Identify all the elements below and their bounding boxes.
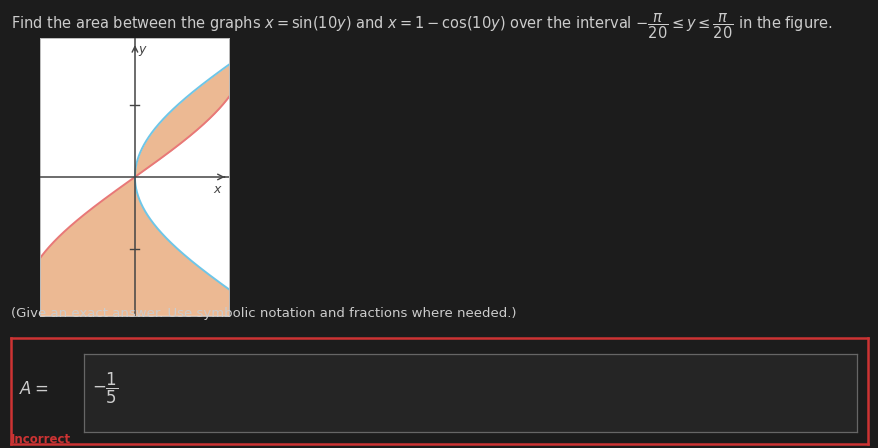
Text: Find the area between the graphs $x = \sin(10y)$ and $x = 1 - \cos(10y)$ over th: Find the area between the graphs $x = \s… — [11, 11, 831, 41]
Text: $A =$: $A =$ — [19, 380, 49, 398]
Text: Incorrect: Incorrect — [11, 433, 70, 446]
Text: $x$: $x$ — [213, 182, 223, 195]
Text: $-\dfrac{1}{5}$: $-\dfrac{1}{5}$ — [92, 371, 119, 406]
Text: (Give an exact answer. Use symbolic notation and fractions where needed.): (Give an exact answer. Use symbolic nota… — [11, 307, 515, 320]
Text: $y$: $y$ — [138, 43, 148, 58]
